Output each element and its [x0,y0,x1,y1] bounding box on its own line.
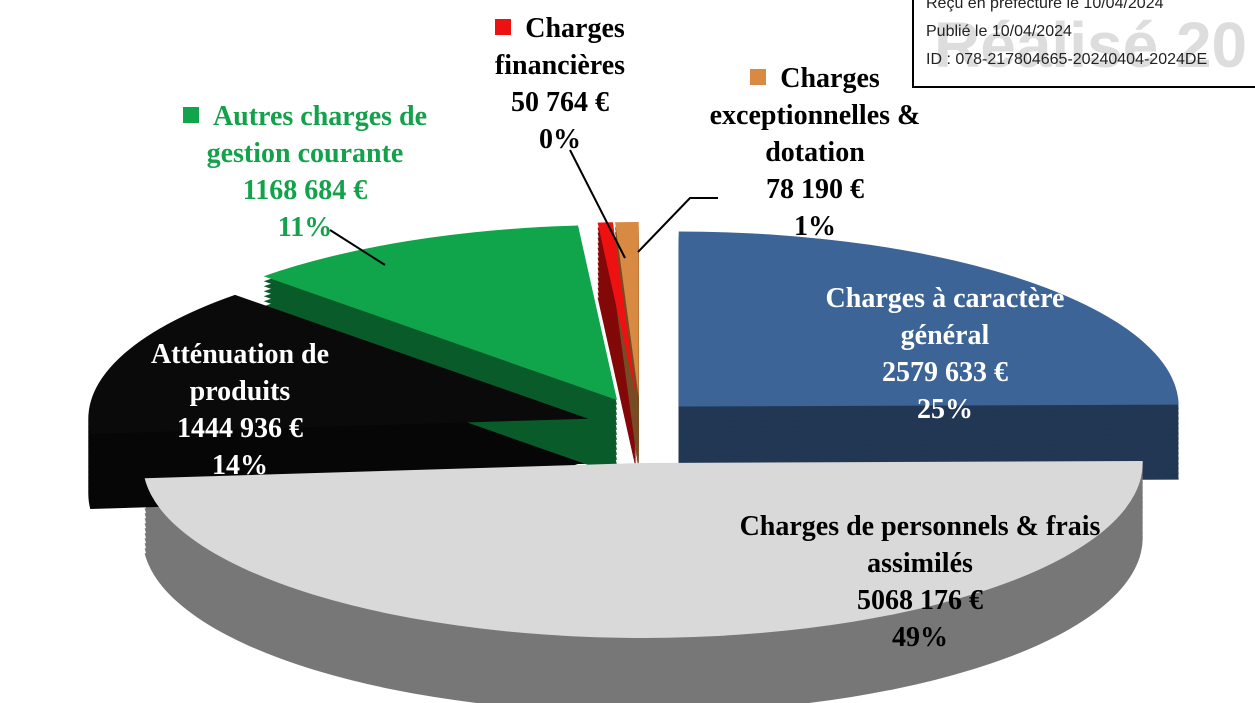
watermark: Réalisé 20 [934,9,1248,81]
category-label: Charges exceptionnelles & dotation [665,60,965,171]
slice-side [597,292,637,468]
slice [615,222,639,398]
slice [263,225,618,401]
value-label: 5068 176 € [857,585,983,616]
slice-side [597,282,637,458]
category-text: Charges exceptionnelles & dotation [709,63,921,168]
category-text: Atténuation de produits [150,339,330,407]
value-label: 2579 633 € [882,357,1008,388]
value-label: 50 764 € [511,87,609,118]
value-label: 1444 936 € [177,413,303,444]
stamp-line: Publié le 10/04/2024 [926,23,1072,40]
slice [144,461,1143,638]
slice-label: Charges exceptionnelles & dotation 78 190… [665,60,965,245]
value-label: 1168 684 € [242,175,368,206]
category-text: Charges financières [494,13,626,81]
leader-line [569,149,626,259]
leader-line [329,229,386,266]
leader-line [637,197,718,253]
slice-label: Charges financières 50 764 € 0% [460,10,660,158]
category-text: Autres charges de gestion courante [206,101,428,169]
percent-label: 1% [794,211,836,242]
slice-side [597,257,637,433]
legend-swatch [182,107,199,123]
category-label: Charges financières [460,10,660,84]
stamp-line: ID : 078-217804665-20240404-2024DE [926,51,1208,68]
slice [678,231,1179,407]
slice-side [597,297,637,473]
category-label: Charges de personnels & frais assimilés [730,508,1110,582]
slice-side [597,272,637,448]
slice-side [597,277,637,453]
category-label: Atténuation de produits [110,336,370,410]
slice-side [597,262,637,438]
category-label: Autres charges de gestion courante [145,98,465,172]
percent-label: 49% [892,622,948,653]
slice-label: Charges de personnels & frais assimilés 5… [730,508,1110,656]
legend-swatch [750,69,767,85]
slice-side [597,287,637,463]
percent-label: 11% [277,212,333,243]
percent-label: 25% [917,394,973,425]
stamp: Réalisé 20 Reçu en préfecture le 10/04/2… [912,0,1255,88]
category-label: Charges à caractère général [795,280,1095,354]
percent-label: 0% [539,124,581,155]
stamp-line: Reçu en préfecture le 10/04/2024 [926,0,1164,12]
percent-label: 14% [212,450,268,481]
slice-label: Charges à caractère général 2579 633 € 25% [795,280,1095,428]
slice-label: Autres charges de gestion courante 1168 6… [145,98,465,246]
slice-label: Atténuation de produits 1444 936 € 14% [110,336,370,484]
legend-swatch [495,19,512,35]
category-text: Charges à caractère général [825,283,1065,351]
slice [597,222,637,398]
slice [88,294,589,435]
value-label: 78 190 € [766,174,864,205]
category-text: Charges de personnels & frais assimilés [739,511,1101,579]
slice-side [597,267,637,443]
